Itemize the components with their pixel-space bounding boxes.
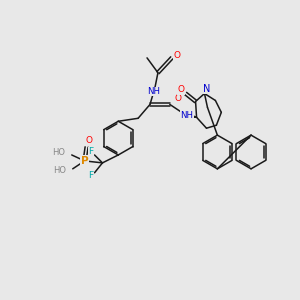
Text: HO: HO xyxy=(53,166,66,175)
Text: O: O xyxy=(174,94,181,103)
Text: P: P xyxy=(81,156,88,166)
Text: NH: NH xyxy=(148,87,160,96)
Text: NH: NH xyxy=(180,111,193,120)
Text: F: F xyxy=(88,148,93,157)
Text: O: O xyxy=(173,51,180,60)
Text: O: O xyxy=(177,85,184,94)
Text: O: O xyxy=(85,136,92,145)
Text: F: F xyxy=(88,171,93,180)
Text: HO: HO xyxy=(52,148,65,158)
Text: N: N xyxy=(203,84,210,94)
Polygon shape xyxy=(186,113,197,117)
